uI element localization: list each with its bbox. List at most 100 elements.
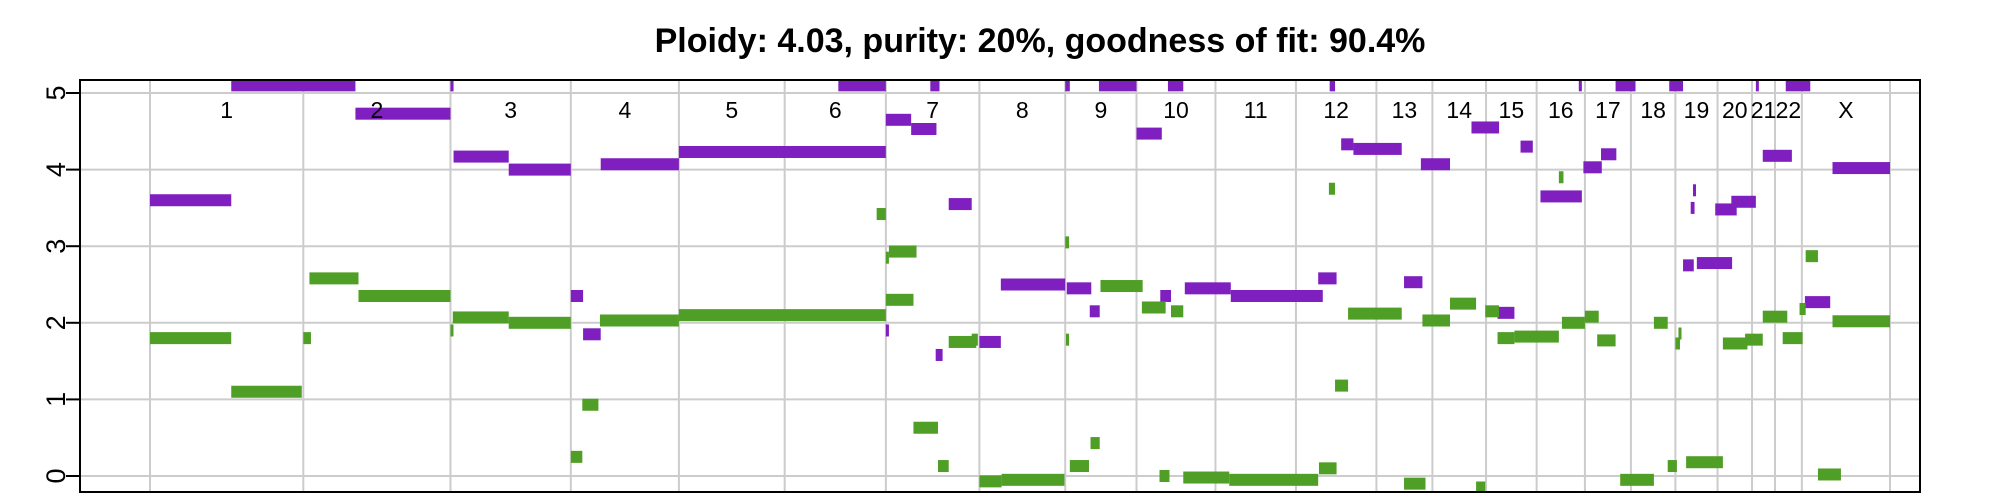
major-copy-number-segment — [583, 328, 601, 341]
major-copy-number-segment — [1520, 140, 1533, 153]
major-copy-number-segment — [1160, 289, 1172, 302]
minor-copy-number-segment — [1090, 437, 1100, 450]
major-copy-number-segment — [1167, 80, 1184, 92]
minor-copy-number-segment — [885, 293, 914, 306]
major-copy-number-segment — [1601, 148, 1617, 161]
major-copy-number-segment — [1136, 127, 1162, 140]
major-copy-number-segment — [1762, 149, 1792, 162]
minor-copy-number-segment — [303, 332, 311, 345]
minor-copy-number-segment — [1229, 473, 1319, 486]
major-copy-number-segment — [450, 80, 454, 92]
chromosome-label-19: 19 — [1684, 97, 1710, 123]
minor-copy-number-segment — [452, 311, 509, 324]
major-copy-number-segment — [1089, 305, 1100, 318]
minor-copy-number-segment — [582, 398, 599, 411]
minor-copy-number-segment — [599, 314, 679, 327]
minor-copy-number-segment — [1745, 333, 1763, 346]
major-copy-number-segment — [1341, 138, 1354, 151]
major-copy-number-segment — [1578, 80, 1582, 92]
major-copy-number-segment — [150, 194, 232, 207]
major-copy-number-segment — [885, 113, 912, 126]
minor-copy-number-segment — [358, 289, 451, 302]
chromosome-label-1: 1 — [220, 97, 233, 123]
chromosome-label-12: 12 — [1323, 97, 1349, 123]
plot-frame — [79, 79, 1921, 493]
segments-layer — [150, 80, 1890, 492]
minor-copy-number-segment — [1514, 330, 1559, 343]
minor-copy-number-segment — [913, 421, 938, 434]
minor-copy-number-segment — [1561, 316, 1585, 329]
minor-copy-number-segment — [1558, 171, 1564, 184]
minor-copy-number-segment — [1404, 477, 1426, 490]
major-copy-number-segment — [1696, 257, 1733, 270]
major-copy-number-segment — [1615, 80, 1636, 92]
chromosome-label-22: 22 — [1776, 97, 1802, 123]
chromosome-label-2: 2 — [370, 97, 383, 123]
major-copy-number-segment — [1669, 80, 1684, 92]
major-copy-number-segment — [1690, 201, 1695, 214]
minor-copy-number-segment — [1141, 301, 1166, 314]
major-copy-number-segment — [1353, 142, 1402, 155]
minor-copy-number-segment — [1001, 473, 1065, 486]
chromosome-label-15: 15 — [1499, 97, 1525, 123]
major-copy-number-segment — [930, 80, 940, 92]
y-tick-label: 2 — [41, 315, 71, 330]
minor-copy-number-segment — [1065, 333, 1070, 346]
chromosome-label-20: 20 — [1722, 97, 1748, 123]
y-axis: 0 1 2 3 4 5 — [41, 85, 80, 484]
major-copy-number-segment — [948, 198, 972, 211]
grid-layer — [80, 80, 1920, 492]
minor-copy-number-segment — [1653, 316, 1668, 329]
major-copy-number-segment — [1471, 121, 1500, 134]
major-copy-number-segment — [570, 289, 584, 302]
minor-copy-number-segment — [678, 309, 886, 322]
minor-copy-number-segment — [1686, 456, 1723, 469]
major-copy-number-segment — [935, 348, 943, 361]
chromosome-label-16: 16 — [1548, 97, 1574, 123]
minor-copy-number-segment — [1817, 468, 1841, 481]
minor-copy-number-segment — [570, 450, 583, 463]
minor-copy-number-segment — [1348, 307, 1402, 320]
major-copy-number-segment — [885, 324, 889, 337]
chromosome-label-13: 13 — [1392, 97, 1418, 123]
major-copy-number-segment — [1785, 80, 1811, 92]
major-copy-number-segment — [1497, 306, 1515, 319]
major-copy-number-segment — [1184, 282, 1231, 295]
minor-copy-number-segment — [1100, 280, 1143, 293]
minor-copy-number-segment — [309, 272, 359, 285]
major-copy-number-segment — [600, 158, 679, 171]
minor-copy-number-segment — [1832, 315, 1890, 328]
minor-copy-number-segment — [937, 460, 949, 473]
chromosome-label-17: 17 — [1595, 97, 1621, 123]
minor-copy-number-segment — [876, 208, 886, 221]
major-copy-number-segment — [979, 335, 1001, 348]
minor-copy-number-segment — [1722, 337, 1748, 350]
chromosome-label-14: 14 — [1446, 97, 1472, 123]
chromosome-labels: 1 2 3 4 5 6 7 8 9 10 11 12 13 14 15 16 17 18 19 20 21 22 X — [220, 97, 1853, 123]
major-copy-number-segment — [1000, 278, 1066, 291]
minor-copy-number-segment — [1584, 310, 1599, 323]
chromosome-label-4: 4 — [618, 97, 631, 123]
minor-copy-number-segment — [971, 333, 978, 346]
major-copy-number-segment — [1540, 190, 1582, 203]
minor-copy-number-segment — [885, 251, 889, 264]
minor-copy-number-segment — [1620, 473, 1654, 486]
major-copy-number-segment — [1583, 161, 1602, 174]
major-copy-number-segment — [508, 163, 571, 176]
chromosome-label-9: 9 — [1094, 97, 1107, 123]
major-copy-number-segment — [1066, 282, 1092, 295]
y-tick-label: 1 — [41, 392, 71, 407]
major-copy-number-segment — [453, 150, 509, 163]
y-tick-label: 4 — [41, 162, 71, 177]
major-copy-number-segment — [1420, 158, 1451, 171]
major-copy-number-segment — [355, 107, 451, 120]
major-copy-number-segment — [678, 145, 886, 158]
chromosome-label-X: X — [1838, 97, 1853, 123]
major-copy-number-segment — [1098, 80, 1137, 92]
minor-copy-number-segment — [231, 385, 302, 398]
major-copy-number-segment — [1755, 80, 1759, 92]
minor-copy-number-segment — [1799, 303, 1806, 316]
major-copy-number-segment — [1731, 195, 1756, 208]
major-copy-number-segment — [1318, 272, 1337, 285]
minor-copy-number-segment — [1065, 236, 1070, 249]
